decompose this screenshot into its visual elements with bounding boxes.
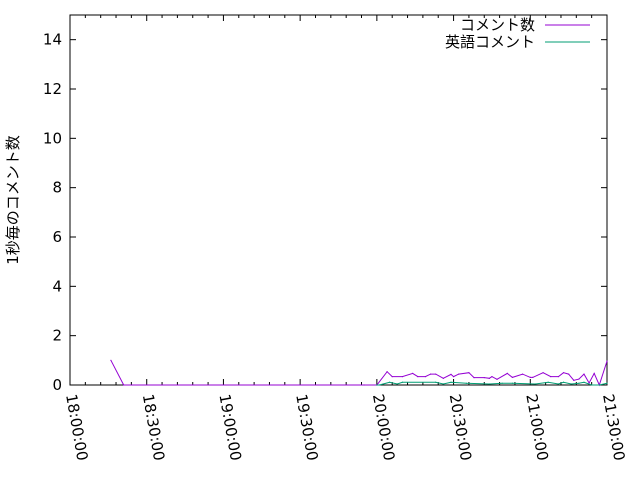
data-point-1 <box>378 384 381 386</box>
data-point-0 <box>123 384 125 386</box>
data-point-0 <box>573 379 575 381</box>
data-point-0 <box>386 371 388 373</box>
data-point-1 <box>534 383 537 385</box>
data-point-0 <box>568 373 570 375</box>
y-tick-label: 8 <box>52 179 62 197</box>
data-point-1 <box>435 381 437 383</box>
data-point-1 <box>389 381 391 383</box>
data-point-1 <box>501 382 503 384</box>
x-tick-label: 20:30:00 <box>446 393 475 462</box>
data-point-1 <box>547 381 549 383</box>
series-line-0 <box>110 360 608 387</box>
data-point-0 <box>557 376 560 378</box>
data-point-0 <box>506 372 508 375</box>
data-point-1 <box>562 381 565 383</box>
data-point-0 <box>473 377 475 379</box>
data-point-1 <box>557 383 560 385</box>
legend: コメント数 英語コメント <box>445 16 590 51</box>
legend-label-1: 英語コメント <box>445 33 535 51</box>
data-point-0 <box>578 378 580 380</box>
x-tick-label: 19:30:00 <box>292 393 321 462</box>
data-point-1 <box>570 383 572 385</box>
y-tick-label: 10 <box>43 129 62 147</box>
tick-labels: 0 2 4 6 8 10 12 14 18:00:00 18:30:00 19:00:00 19:30… <box>43 31 629 462</box>
y-tick-label: 4 <box>52 277 62 295</box>
x-tick-label: 21:00:00 <box>522 393 551 462</box>
data-point-0 <box>450 373 452 375</box>
x-tick-label: 20:00:00 <box>369 393 398 462</box>
data-point-1 <box>442 383 444 385</box>
data-point-0 <box>429 373 432 375</box>
data-point-1 <box>578 382 580 384</box>
data-point-0 <box>550 376 552 378</box>
data-point-0 <box>593 372 595 375</box>
x-tick-label: 18:00:00 <box>62 393 91 462</box>
data-point-0 <box>491 376 493 378</box>
data-point-0 <box>511 376 513 378</box>
series-line-1 <box>376 381 608 386</box>
legend-label-0: コメント数 <box>460 16 535 34</box>
data-point-0 <box>483 377 485 379</box>
data-point-0 <box>363 384 365 386</box>
data-point-1 <box>598 384 600 386</box>
data-point-1 <box>488 383 490 385</box>
data-point-0 <box>606 360 608 362</box>
y-axis-label: 1秒毎のコメント数 <box>4 135 22 265</box>
x-tick-label: 19:00:00 <box>215 393 244 462</box>
data-point-1 <box>583 381 585 383</box>
data-point-1 <box>465 382 467 384</box>
data-point-0 <box>391 376 393 378</box>
series-lines <box>110 359 608 387</box>
data-point-0 <box>424 376 427 378</box>
data-point-1 <box>450 381 452 383</box>
data-point-0 <box>110 359 112 361</box>
plot-frame <box>69 14 608 386</box>
data-point-1 <box>591 384 593 386</box>
data-point-1 <box>511 382 513 384</box>
data-point-1 <box>606 382 608 384</box>
data-point-0 <box>412 372 414 375</box>
data-point-0 <box>452 376 455 378</box>
x-tick-label: 18:30:00 <box>139 393 168 462</box>
axes <box>69 14 608 386</box>
data-point-0 <box>588 382 590 384</box>
y-tick-label: 12 <box>43 80 62 98</box>
y-tick-label: 2 <box>52 327 62 345</box>
data-point-1 <box>396 383 398 385</box>
data-point-0 <box>435 373 437 375</box>
data-point-0 <box>401 376 404 378</box>
data-point-0 <box>529 376 531 378</box>
data-point-0 <box>488 377 490 379</box>
y-tick-label: 0 <box>52 376 62 394</box>
x-tick-label: 21:30:00 <box>599 393 628 462</box>
data-point-0 <box>496 378 498 380</box>
data-point-0 <box>562 372 565 374</box>
data-point-0 <box>542 372 544 374</box>
data-point-0 <box>468 372 470 374</box>
data-point-0 <box>458 373 460 375</box>
y-tick-label: 6 <box>52 228 62 246</box>
data-point-0 <box>583 373 585 375</box>
data-point-1 <box>376 384 378 386</box>
data-point-1 <box>401 381 404 383</box>
data-point-0 <box>417 376 419 378</box>
data-point-0 <box>442 377 444 379</box>
data-point-0 <box>522 373 524 375</box>
data-point-0 <box>532 376 534 378</box>
y-tick-label: 14 <box>43 31 62 49</box>
